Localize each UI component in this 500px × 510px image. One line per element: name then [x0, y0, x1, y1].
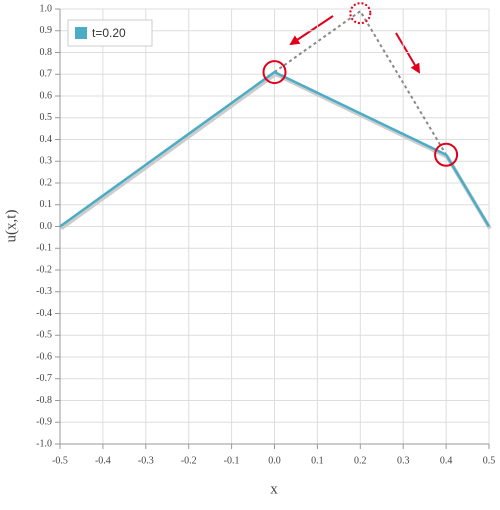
- x-tick-label: 0.3: [397, 455, 410, 466]
- y-tick-label: -1.0: [36, 438, 52, 449]
- y-tick-label: -0.9: [36, 417, 52, 428]
- x-tick-label: -0.3: [138, 455, 154, 466]
- x-tick-label: 0.0: [268, 455, 281, 466]
- y-tick-label: 0.2: [40, 177, 53, 188]
- legend-label: t=0.20: [92, 26, 126, 40]
- y-tick-label: 0.9: [40, 25, 53, 36]
- arrow: [289, 15, 334, 46]
- guide-line: [273, 9, 447, 156]
- y-tick-label: -0.5: [36, 330, 52, 341]
- highlight-circle: [349, 2, 372, 25]
- y-tick-label: 0.5: [40, 112, 53, 123]
- y-tick-label: -0.6: [36, 351, 52, 362]
- highlight-circle: [262, 60, 287, 85]
- y-tick-label: 0.4: [40, 134, 53, 145]
- y-tick-label: -0.1: [36, 243, 52, 254]
- y-tick-label: -0.8: [36, 395, 52, 406]
- y-tick-label: -0.7: [36, 373, 52, 384]
- line: [59, 70, 491, 228]
- x-tick-label: 0.5: [483, 455, 496, 466]
- x-tick-label: -0.1: [224, 455, 240, 466]
- x-tick-label: -0.4: [95, 455, 111, 466]
- y-tick-label: 0.7: [40, 69, 53, 80]
- y-tick-label: 0.6: [40, 90, 53, 101]
- y-tick-label: 0.1: [40, 199, 53, 210]
- x-tick-label: -0.2: [181, 455, 197, 466]
- y-tick-label: -0.3: [36, 286, 52, 297]
- legend-swatch: [75, 27, 87, 39]
- y-tick-label: 0.0: [40, 221, 53, 232]
- x-tick-label: 0.2: [354, 455, 367, 466]
- x-tick-label: 0.4: [440, 455, 453, 466]
- y-tick-label: 1.0: [40, 3, 53, 14]
- y-tick-label: -0.2: [36, 264, 52, 275]
- x-axis-label: x: [270, 481, 278, 497]
- x-tick-label: 0.1: [311, 455, 324, 466]
- y-axis-label: u(x,t): [3, 210, 19, 243]
- highlight-circle: [434, 142, 459, 167]
- y-tick-label: 0.8: [40, 47, 53, 58]
- y-tick-label: 0.3: [40, 156, 53, 167]
- y-tick-label: -0.4: [36, 308, 52, 319]
- x-tick-label: -0.5: [52, 455, 68, 466]
- line-shadow: [59, 71, 492, 231]
